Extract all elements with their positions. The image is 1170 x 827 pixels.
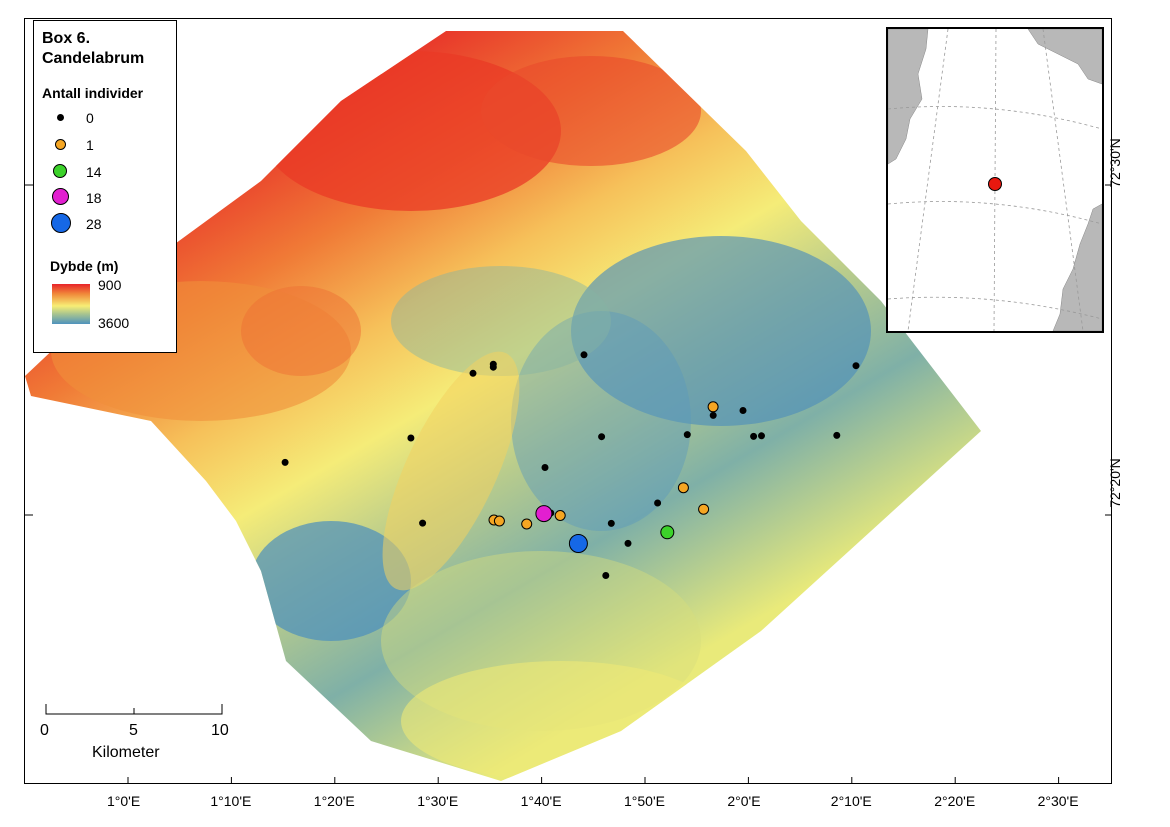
scale-tick-10: 10 <box>211 722 229 739</box>
lon-label: 1°20'E <box>313 793 355 809</box>
lon-label: 2°10'E <box>830 793 872 809</box>
depth-color-ramp <box>52 284 90 324</box>
axis-ticks <box>25 184 1111 783</box>
station-point-0[interactable] <box>683 431 691 439</box>
legend-symbol-18 <box>52 188 69 205</box>
station-point-0[interactable] <box>709 411 717 419</box>
station-point-0[interactable] <box>624 539 632 547</box>
scale-bar-line <box>45 704 223 715</box>
legend-label-14: 14 <box>86 164 102 180</box>
station-point-1[interactable] <box>554 510 566 521</box>
locator-inset-map[interactable] <box>886 27 1104 333</box>
scale-tick-0: 0 <box>40 722 49 739</box>
station-point-0[interactable] <box>541 464 549 471</box>
legend-label-0: 0 <box>86 110 94 126</box>
legend-label-1: 1 <box>86 137 94 153</box>
lon-label: 1°50'E <box>624 793 665 809</box>
station-layer <box>281 351 860 579</box>
inset-location-marker <box>988 177 1002 191</box>
station-point-0[interactable] <box>489 363 497 371</box>
inset-svg <box>888 29 1102 331</box>
station-point-1[interactable] <box>707 401 719 413</box>
legend-row-count-18: 18 <box>34 187 174 209</box>
station-point-1[interactable] <box>521 518 533 530</box>
legend-row-count-0: 0 <box>34 107 174 129</box>
scale-tick-5: 5 <box>129 722 138 739</box>
scale-bar: 0 5 10 Kilometer <box>40 700 244 770</box>
survey-area <box>25 31 981 781</box>
station-point-1[interactable] <box>677 482 689 494</box>
legend-symbol-28 <box>51 213 71 233</box>
depth-title: Dybde (m) <box>50 258 119 274</box>
station-point-0[interactable] <box>758 432 765 440</box>
legend-title-line1: Box 6. <box>42 30 91 47</box>
legend-label-28: 28 <box>86 216 102 232</box>
station-point-18[interactable] <box>535 505 553 523</box>
station-point-0[interactable] <box>750 432 758 440</box>
lon-label: 1°0'E <box>107 793 141 809</box>
station-point-0[interactable] <box>654 499 662 507</box>
lon-label: 1°30'E <box>417 793 459 809</box>
station-point-0[interactable] <box>281 458 289 466</box>
station-point-0[interactable] <box>607 519 615 527</box>
depth-high-label: 900 <box>98 277 122 293</box>
legend-title-line2: Candelabrum <box>42 50 145 67</box>
station-point-0[interactable] <box>602 572 610 579</box>
inset-coastline <box>888 29 1102 331</box>
legend-row-count-1: 1 <box>34 134 174 156</box>
station-point-0[interactable] <box>407 434 415 442</box>
legend-row-count-14: 14 <box>34 161 174 183</box>
station-point-0[interactable] <box>852 362 860 370</box>
inset-lat-label: 72°30'N <box>1106 138 1123 188</box>
station-point-0[interactable] <box>598 433 606 441</box>
station-point-0[interactable] <box>739 407 747 414</box>
legend-label-18: 18 <box>86 190 102 206</box>
legend-row-count-28: 28 <box>34 213 174 235</box>
lon-label: 1°10'E <box>210 793 252 809</box>
scale-unit: Kilometer <box>92 744 160 761</box>
lon-label: 2°0'E <box>727 793 761 809</box>
station-point-0[interactable] <box>580 351 588 359</box>
legend-symbol-1 <box>55 139 66 150</box>
station-point-1[interactable] <box>698 503 710 515</box>
station-point-0[interactable] <box>419 519 427 527</box>
lon-label: 1°40'E <box>520 793 562 809</box>
station-point-28[interactable] <box>568 534 588 553</box>
depth-low-label: 3600 <box>98 315 130 331</box>
map-legend: Box 6. Candelabrum Antall individer 0 1 … <box>33 20 177 353</box>
station-point-1[interactable] <box>493 515 505 527</box>
lon-label: 2°30'E <box>1037 793 1079 809</box>
station-point-0[interactable] <box>469 369 477 377</box>
legend-count-title: Antall individer <box>42 85 144 101</box>
station-point-0[interactable] <box>833 431 841 439</box>
bathymetry-map[interactable] <box>25 19 1112 784</box>
lat-label-72-20: 72°20'N <box>1106 458 1123 508</box>
inset-graticule <box>888 29 1102 331</box>
legend-title: Box 6. Candelabrum <box>42 29 144 69</box>
legend-symbol-14 <box>53 164 67 178</box>
station-point-14[interactable] <box>660 525 675 540</box>
lon-label: 2°20'E <box>934 793 976 809</box>
legend-symbol-0 <box>57 114 64 121</box>
